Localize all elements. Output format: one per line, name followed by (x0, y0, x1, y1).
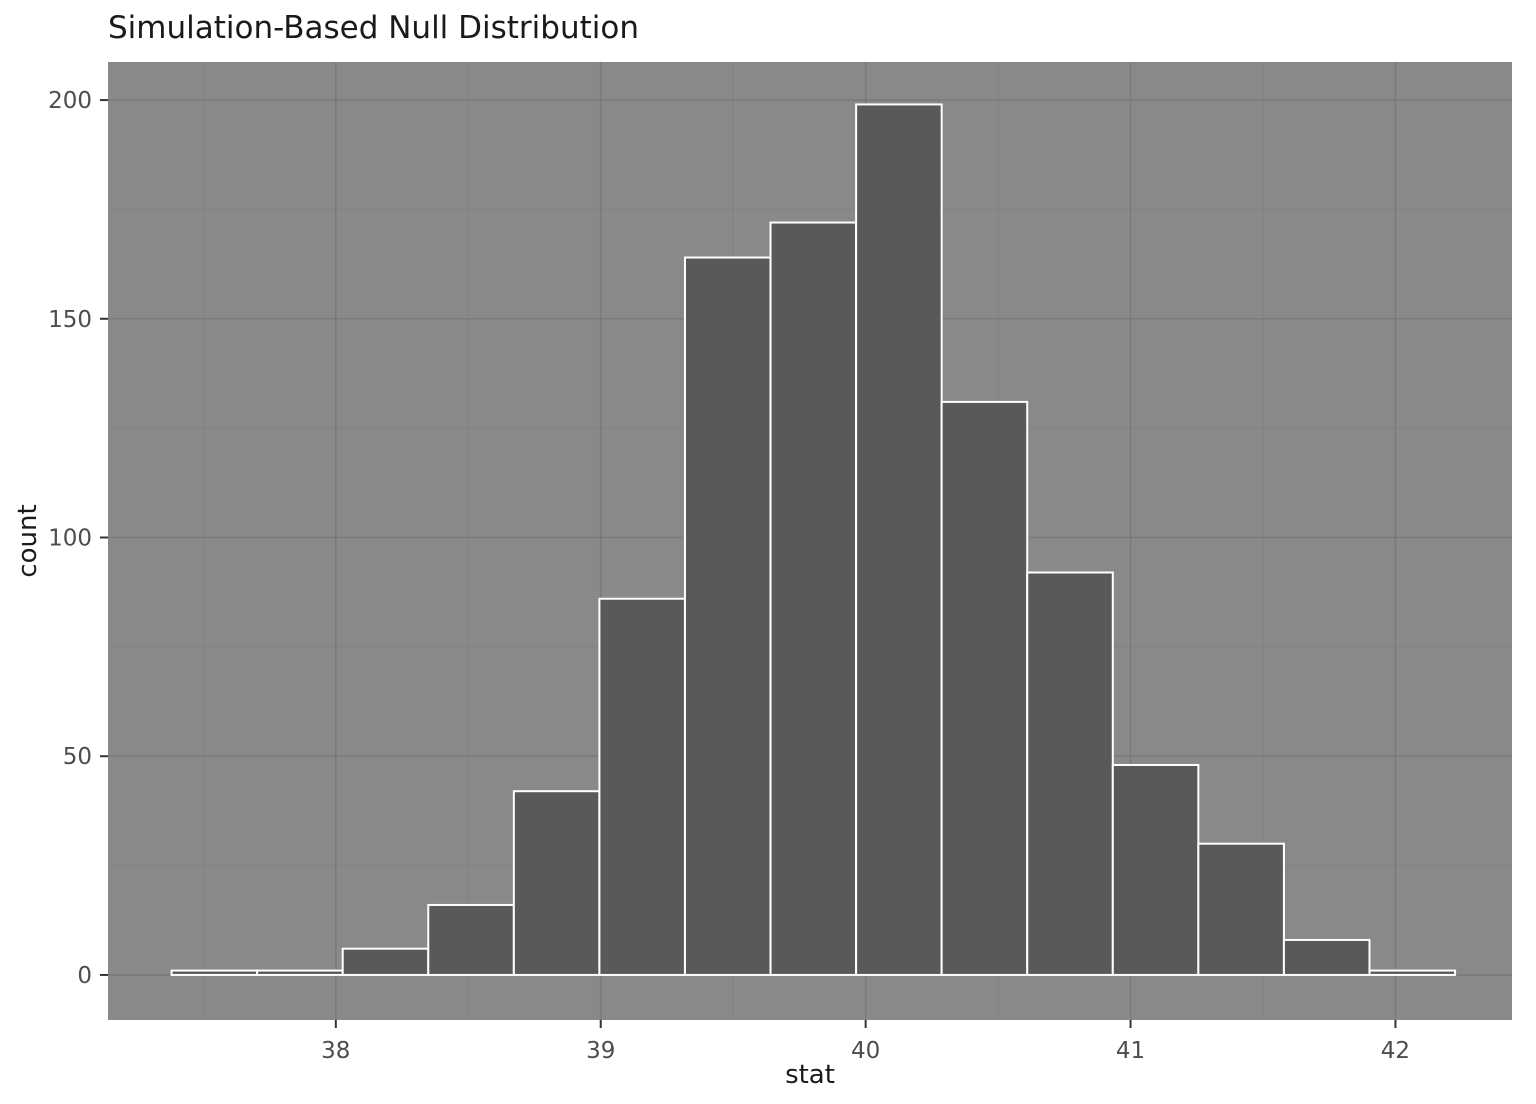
y-tick-label: 0 (77, 963, 92, 989)
y-axis-label: count (13, 504, 43, 578)
x-tick-label: 40 (851, 1038, 880, 1064)
histogram-bar (256, 969, 344, 976)
histogram-bar (683, 256, 772, 976)
histogram-bar (512, 790, 601, 976)
histogram-bar (427, 903, 515, 976)
histogram-bar (1368, 969, 1457, 976)
y-tick-label: 200 (48, 88, 92, 114)
y-tick-label: 150 (48, 307, 92, 333)
x-tick-label: 41 (1116, 1038, 1145, 1064)
histogram-bar (170, 969, 259, 976)
x-axis-label: stat (785, 1060, 835, 1090)
histogram-bar (940, 400, 1029, 976)
histogram-bar (1197, 842, 1285, 976)
histogram-bar (1111, 763, 1200, 976)
histogram-bar (855, 103, 943, 976)
x-tick-label: 38 (321, 1038, 350, 1064)
y-tick-label: 100 (48, 526, 92, 552)
histogram-bar (769, 221, 858, 976)
histogram-bar (341, 947, 430, 976)
chart-title: Simulation-Based Null Distribution (108, 10, 639, 46)
histogram-bar (1026, 571, 1114, 976)
histogram-bar (1282, 938, 1371, 976)
y-tick-label: 50 (63, 744, 92, 770)
x-tick-label: 39 (586, 1038, 615, 1064)
histogram-bar (598, 597, 686, 976)
x-tick-label: 42 (1381, 1038, 1410, 1064)
